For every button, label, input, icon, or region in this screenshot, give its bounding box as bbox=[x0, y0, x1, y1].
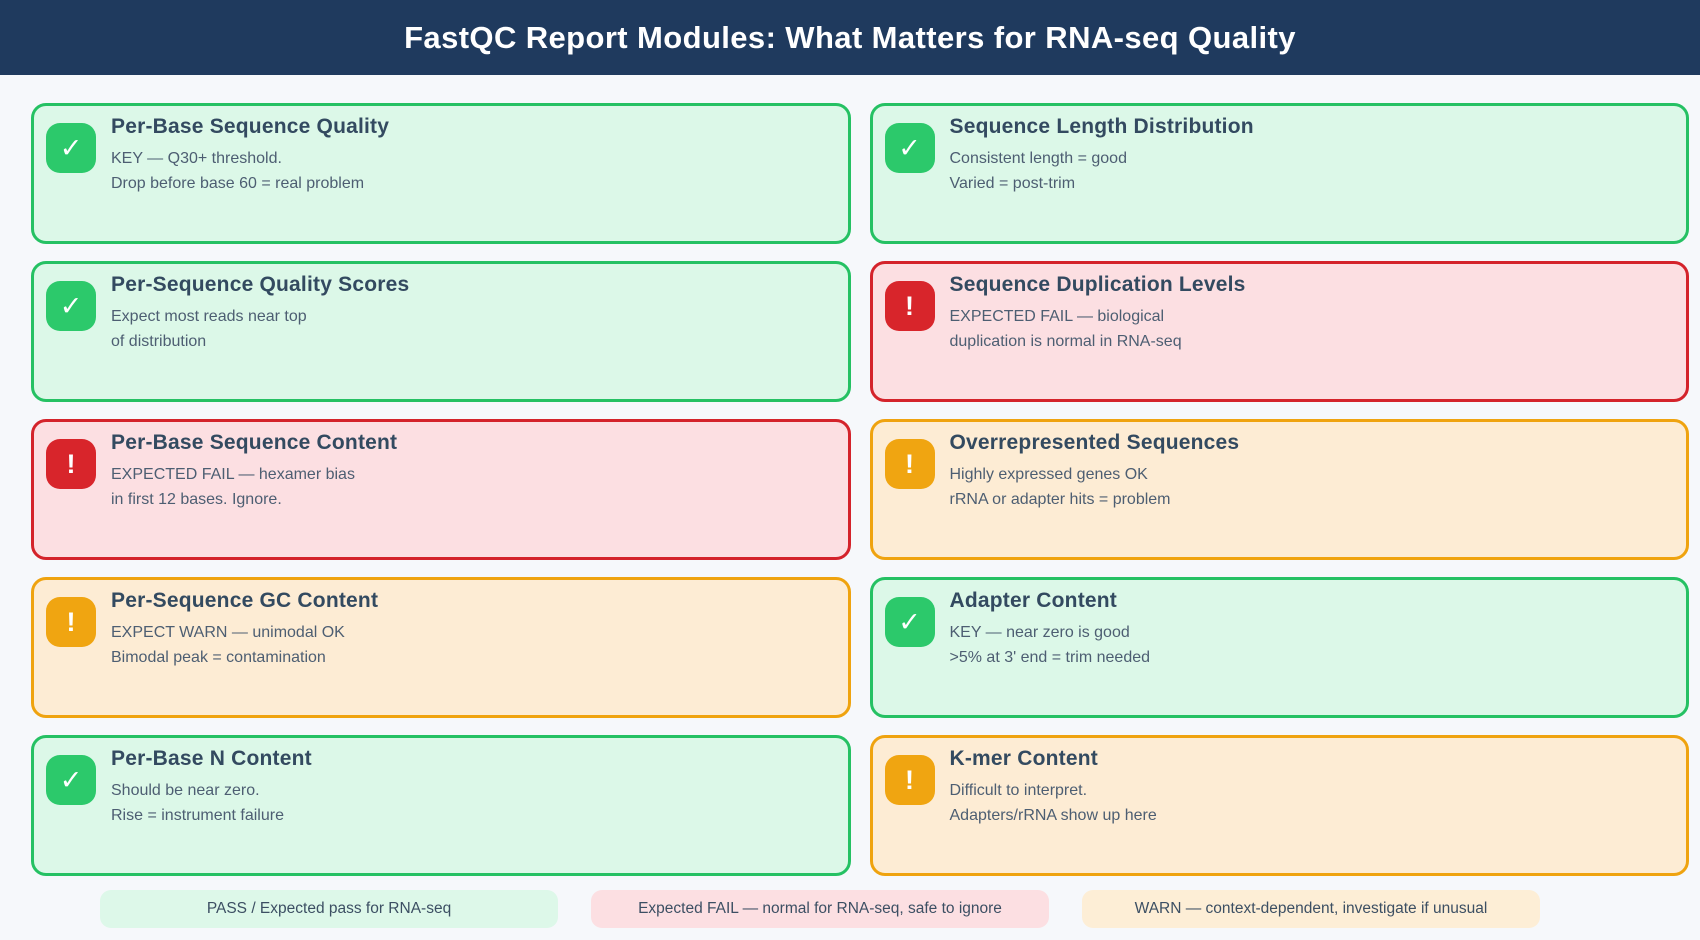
module-note-line2: of distribution bbox=[111, 333, 207, 350]
legend-fail-label: Expected FAIL — normal for RNA-seq, safe… bbox=[638, 900, 1002, 917]
exclamation-icon: ! bbox=[46, 439, 96, 489]
module-title: Overrepresented Sequences bbox=[949, 431, 1240, 454]
module-note-line1: KEY — Q30+ threshold. bbox=[111, 150, 282, 167]
module-title: Per-Sequence GC Content bbox=[111, 589, 379, 612]
module-title: Adapter Content bbox=[949, 589, 1117, 612]
module-title: Sequence Length Distribution bbox=[949, 115, 1254, 138]
module-note-line2: >5% at 3' end = trim needed bbox=[949, 649, 1151, 666]
module-note-line2: Varied = post-trim bbox=[949, 175, 1076, 192]
check-icon: ✓ bbox=[46, 281, 96, 331]
module-note-line1: Highly expressed genes OK bbox=[949, 466, 1148, 483]
check-icon: ✓ bbox=[884, 597, 935, 647]
card-per-sequence-gc-content: ! Per-Sequence GC Content EXPECT WARN — … bbox=[31, 577, 851, 718]
page-header: FastQC Report Modules: What Matters for … bbox=[0, 0, 1700, 75]
badge-glyph: ! bbox=[905, 290, 914, 321]
check-icon: ✓ bbox=[46, 755, 96, 805]
card-k-mer-content: ! K-mer Content Difficult to interpret. … bbox=[869, 735, 1689, 876]
card-per-base-sequence-quality: ✓ Per-Base Sequence Quality KEY — Q30+ t… bbox=[31, 103, 851, 244]
badge-glyph: ! bbox=[905, 764, 914, 795]
module-note-line2: in first 12 bases. Ignore. bbox=[111, 491, 282, 508]
module-note-line1: EXPECTED FAIL — hexamer bias bbox=[111, 466, 355, 483]
module-note-line1: EXPECTED FAIL — biological bbox=[949, 308, 1165, 325]
legend-pass-pill: PASS / Expected pass for RNA-seq bbox=[100, 890, 558, 928]
badge-glyph: ✓ bbox=[59, 764, 83, 795]
module-card-grid: ✓ Per-Base Sequence Quality KEY — Q30+ t… bbox=[31, 103, 1689, 876]
module-note-line2: rRNA or adapter hits = problem bbox=[949, 491, 1171, 508]
module-note-line1: KEY — near zero is good bbox=[949, 624, 1130, 641]
module-title: Per-Base Sequence Content bbox=[111, 431, 398, 454]
badge-glyph: ✓ bbox=[898, 606, 921, 637]
card-sequence-duplication-levels: ! Sequence Duplication Levels EXPECTED F… bbox=[869, 261, 1689, 402]
module-note-line1: Should be near zero. bbox=[111, 782, 260, 799]
legend-warn-pill: WARN — context-dependent, investigate if… bbox=[1082, 890, 1540, 928]
card-sequence-length-distribution: ✓ Sequence Length Distribution Consisten… bbox=[869, 103, 1689, 244]
module-note-line1: Consistent length = good bbox=[949, 150, 1127, 167]
check-icon: ✓ bbox=[46, 123, 96, 173]
status-legend: PASS / Expected pass for RNA-seq Expecte… bbox=[100, 890, 1540, 928]
module-note-line1: Difficult to interpret. bbox=[949, 782, 1088, 799]
card-per-base-sequence-content: ! Per-Base Sequence Content EXPECTED FAI… bbox=[31, 419, 851, 560]
check-icon: ✓ bbox=[884, 123, 935, 173]
legend-fail-pill: Expected FAIL — normal for RNA-seq, safe… bbox=[591, 890, 1049, 928]
module-note-line2: Drop before base 60 = real problem bbox=[111, 175, 365, 192]
badge-glyph: ✓ bbox=[59, 290, 83, 321]
module-note-line1: Expect most reads near top bbox=[111, 308, 307, 325]
module-title: Per-Base Sequence Quality bbox=[111, 115, 390, 138]
exclamation-icon: ! bbox=[46, 597, 96, 647]
module-note-line1: EXPECT WARN — unimodal OK bbox=[111, 624, 345, 641]
page-title: FastQC Report Modules: What Matters for … bbox=[404, 19, 1296, 55]
legend-warn-label: WARN — context-dependent, investigate if… bbox=[1134, 900, 1488, 917]
exclamation-icon: ! bbox=[884, 439, 935, 489]
module-title: Per-Sequence Quality Scores bbox=[111, 273, 410, 296]
badge-glyph: ! bbox=[905, 448, 914, 479]
module-title: K-mer Content bbox=[949, 747, 1098, 770]
exclamation-icon: ! bbox=[884, 281, 935, 331]
badge-glyph: ✓ bbox=[898, 132, 921, 163]
module-note-line2: Rise = instrument failure bbox=[111, 807, 284, 824]
card-per-sequence-quality-scores: ✓ Per-Sequence Quality Scores Expect mos… bbox=[31, 261, 851, 402]
module-note-line2: duplication is normal in RNA-seq bbox=[949, 333, 1182, 350]
module-note-line2: Bimodal peak = contamination bbox=[111, 649, 326, 666]
card-adapter-content: ✓ Adapter Content KEY — near zero is goo… bbox=[869, 577, 1689, 718]
module-note-line2: Adapters/rRNA show up here bbox=[949, 807, 1157, 824]
badge-glyph: ✓ bbox=[59, 132, 83, 163]
card-per-base-n-content: ✓ Per-Base N Content Should be near zero… bbox=[31, 735, 851, 876]
badge-glyph: ! bbox=[66, 606, 76, 637]
module-title: Per-Base N Content bbox=[111, 747, 312, 770]
exclamation-icon: ! bbox=[884, 755, 935, 805]
module-title: Sequence Duplication Levels bbox=[949, 273, 1246, 296]
card-overrepresented-sequences: ! Overrepresented Sequences Highly expre… bbox=[869, 419, 1689, 560]
legend-pass-label: PASS / Expected pass for RNA-seq bbox=[206, 900, 452, 917]
badge-glyph: ! bbox=[66, 448, 76, 479]
